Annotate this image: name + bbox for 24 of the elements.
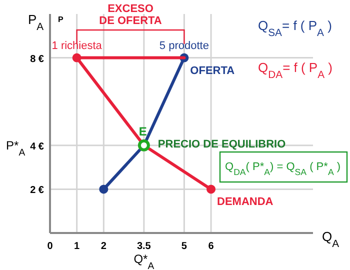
x-tick-label: 2 bbox=[100, 241, 107, 252]
annotation: E bbox=[138, 124, 147, 138]
series-label: OFERTA bbox=[190, 64, 235, 77]
text: Q$_{DA}$( P*$_{A}$) = Q$_{SA}$ ( P*$_{A}$ ) bbox=[225, 161, 341, 177]
annotation: PRECIO DE EQUILIBRIO bbox=[158, 138, 286, 150]
x-tick-label: 5 bbox=[181, 241, 188, 252]
y-axis-title: P$_{A}$ bbox=[28, 12, 44, 32]
x-axis-title: Q$_{A}$ bbox=[322, 229, 340, 250]
x-tick-label: 6 bbox=[208, 241, 214, 252]
x-tick-label: 3.5 bbox=[136, 241, 152, 252]
y-tick-label: 4 € bbox=[30, 141, 44, 152]
y-tick-label: 8 € bbox=[30, 54, 44, 65]
y-tick-label: 2 € bbox=[30, 185, 44, 196]
series-label: DEMANDA bbox=[217, 196, 274, 208]
text: Q*$_{A}$ bbox=[134, 252, 155, 270]
annotation: 5 prodotte bbox=[159, 40, 209, 52]
annotation: EXCESO DE OFERTA bbox=[99, 3, 162, 27]
annotation: Q$_{SA}$= f ( P$_{A}$ ) bbox=[258, 18, 332, 38]
annotation: 1 richiesta bbox=[52, 40, 103, 52]
text: P*$_{A}$ bbox=[6, 138, 26, 158]
annotation: P bbox=[58, 15, 64, 24]
x-tick-label: 0 bbox=[47, 241, 54, 252]
x-tick-label: 1 bbox=[74, 241, 80, 252]
annotation: Q$_{DA}$= f ( P$_{A}$ ) bbox=[258, 60, 332, 80]
